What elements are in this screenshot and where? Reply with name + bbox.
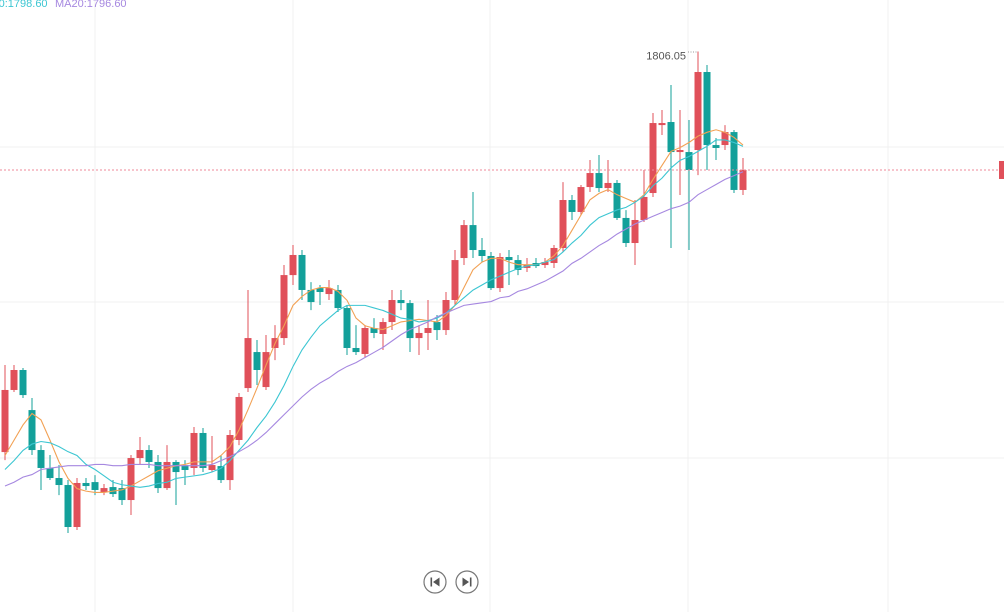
candle-body — [604, 182, 612, 189]
button-icon[interactable] — [469, 577, 472, 587]
ma-line — [4, 139, 744, 488]
candle-body — [190, 432, 198, 468]
candle-body — [730, 132, 738, 190]
candle-body — [154, 461, 162, 489]
candle-body — [460, 225, 468, 259]
candle-body — [262, 352, 270, 388]
candle-body — [622, 217, 630, 244]
candle-body — [586, 173, 594, 188]
candle-body — [613, 182, 621, 218]
candle-body — [370, 328, 378, 333]
high-marker-label: 1806.05 — [646, 50, 686, 62]
candle-body — [244, 338, 252, 389]
candle-body — [334, 289, 342, 309]
legend-entry: MA10:1798.60 — [0, 0, 48, 10]
candle-body — [523, 265, 531, 268]
candle-body — [316, 288, 324, 293]
candle-body — [415, 332, 423, 339]
button-icon[interactable] — [430, 577, 433, 587]
candle-body — [289, 254, 297, 276]
candle-body — [739, 169, 747, 190]
candle-body — [343, 308, 351, 348]
candle-body — [451, 260, 459, 301]
candle-body — [82, 482, 90, 487]
candle-body — [163, 461, 171, 489]
candle-body — [703, 72, 711, 146]
candle-body — [667, 122, 675, 153]
candle-body — [397, 300, 405, 304]
candle-body — [478, 250, 486, 256]
candle-body — [1, 389, 9, 453]
candle-body — [91, 482, 99, 490]
candle-body — [469, 225, 477, 251]
button-icon[interactable] — [433, 577, 440, 587]
candle-body — [19, 369, 27, 396]
candle-body — [100, 488, 108, 493]
candle-body — [217, 466, 225, 481]
candle-body — [307, 289, 315, 303]
next-button[interactable] — [455, 570, 479, 594]
candle-body — [694, 72, 702, 151]
candle-body — [631, 219, 639, 244]
candle-body — [577, 187, 585, 212]
candle-body — [640, 196, 648, 220]
candle-body — [658, 123, 666, 126]
ma-line — [4, 171, 744, 487]
candle-body — [226, 435, 234, 481]
candle-body — [73, 482, 81, 528]
candle-body — [136, 450, 144, 459]
candle-body — [559, 200, 567, 248]
candle-body — [118, 488, 126, 501]
candle-body — [361, 328, 369, 354]
candle-body — [145, 450, 153, 462]
candle-body — [505, 257, 513, 261]
candle-body — [424, 328, 432, 333]
nav-buttons — [423, 570, 479, 594]
candle-body — [46, 467, 54, 479]
candle-body — [181, 465, 189, 471]
candle-body — [55, 478, 63, 486]
candle-body — [712, 145, 720, 148]
candle-body — [568, 200, 576, 212]
candle-body — [487, 255, 495, 289]
candle-body — [28, 410, 36, 451]
candle-body — [433, 322, 441, 331]
button-icon[interactable] — [462, 577, 470, 587]
candle-body — [208, 465, 216, 471]
candle-body — [172, 461, 180, 473]
candle-body — [496, 257, 504, 289]
candle-body — [127, 458, 135, 501]
previous-button[interactable] — [423, 570, 447, 594]
candle-body — [109, 487, 117, 495]
candle-body — [64, 485, 72, 528]
legend-entry: MA20:1796.60 — [55, 0, 127, 10]
candle-body — [235, 396, 243, 440]
candle-body — [649, 123, 657, 194]
candle-body — [298, 254, 306, 290]
candle-body — [352, 347, 360, 353]
candle-body — [379, 322, 387, 334]
last-price-tag — [999, 160, 1004, 179]
candle-body — [325, 288, 333, 295]
candle-body — [280, 275, 288, 339]
candles — [1, 51, 747, 533]
ma-line — [4, 129, 744, 493]
candle-body — [541, 261, 549, 266]
candle-body — [37, 450, 45, 468]
candle-body — [253, 352, 261, 370]
candle-body — [676, 150, 684, 153]
candle-body — [721, 132, 729, 146]
candle-body — [10, 369, 18, 390]
candle-body — [595, 173, 603, 189]
candle-body — [388, 300, 396, 323]
candle-body — [685, 152, 693, 170]
candle-body — [199, 432, 207, 468]
